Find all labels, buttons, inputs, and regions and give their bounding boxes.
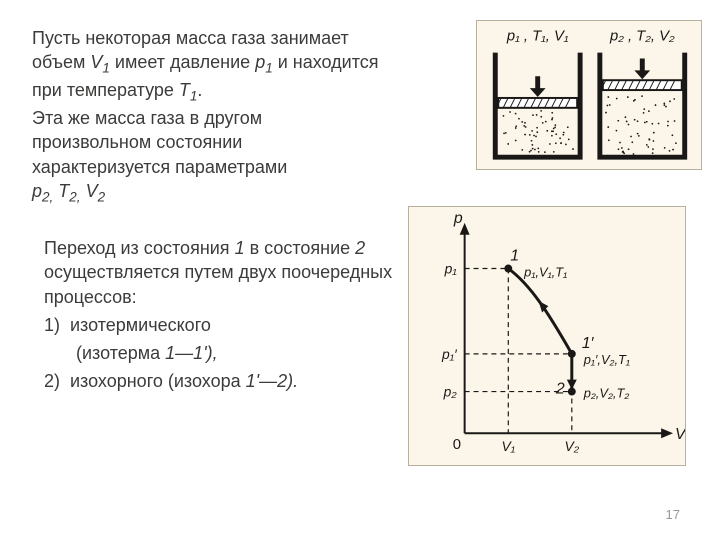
svg-text:V₁: V₁ <box>501 438 515 454</box>
svg-text:V: V <box>675 426 685 443</box>
svg-text:0: 0 <box>453 437 461 453</box>
svg-text:p₁: p₁ <box>444 260 458 276</box>
svg-text:p₂: p₂ <box>443 384 458 400</box>
svg-text:p₁′,V₂,T₁: p₁′,V₂,T₁ <box>583 352 630 367</box>
page-number: 17 <box>666 507 680 522</box>
paragraph-2: Переход из состояния 1 в состояние 2 осу… <box>44 236 414 394</box>
svg-text:p₂,V₂,T₂: p₂,V₂,T₂ <box>583 386 630 401</box>
svg-text:p: p <box>453 210 463 227</box>
svg-text:p₁ , T₁, V₁: p₁ , T₁, V₁ <box>506 29 569 45</box>
pv-graph: p V 0 p₁ p₁′ p₂ V₁ V₂ 1 1′ 2 p₁,V₁,T₁ p₁′,V₂,T₁ p₂,V₂… <box>408 206 686 466</box>
svg-text:1: 1 <box>510 248 519 265</box>
svg-text:p₁′: p₁′ <box>441 346 457 362</box>
svg-text:p₂ , T₂, V₂: p₂ , T₂, V₂ <box>609 29 675 45</box>
svg-text:p₁,V₁,T₁: p₁,V₁,T₁ <box>523 264 567 279</box>
svg-text:2: 2 <box>555 381 565 398</box>
cylinder-diagrams: p₁ , T₁, V₁ p₂ , T₂, V₂ <box>476 20 702 170</box>
svg-text:1′: 1′ <box>582 335 595 352</box>
paragraph-1: Пусть некоторая масса газа занимаетобъем… <box>32 26 452 207</box>
svg-text:V₂: V₂ <box>565 438 580 454</box>
